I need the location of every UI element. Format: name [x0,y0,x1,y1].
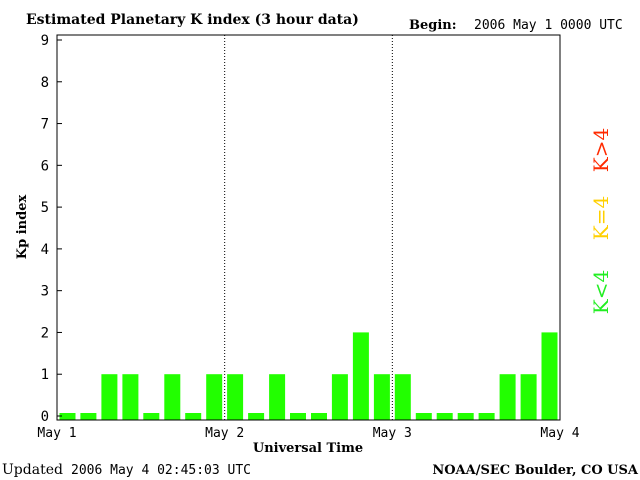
x-tick-label: May 3 [373,426,412,441]
kp-bar [373,374,390,420]
kp-bar [248,413,265,420]
x-ticks-group: May 1 May 2 May 3 May 4 [37,426,579,441]
y-tick-label: 8 [41,75,49,91]
y-ticks-group: 0 1 2 3 4 5 6 7 8 9 [41,33,62,425]
bars-group [59,332,558,420]
legend-k-above-4: K>4 [589,128,613,172]
updated-value: 2006 May 4 02:45:03 UTC [71,463,251,478]
kp-bar [101,374,118,420]
x-axis-label: Universal Time [253,441,363,456]
x-tick-label: May 2 [205,426,244,441]
y-tick-label: 3 [41,284,49,300]
kp-bar [311,413,327,420]
y-tick-label: 5 [41,200,49,216]
kp-bar [478,413,495,420]
kp-bar [227,374,244,420]
kp-bar [164,374,181,420]
kp-bar [80,413,97,420]
kp-bar [436,413,453,420]
kp-bar [457,413,474,420]
kp-bar [499,374,516,420]
kp-bar [290,413,306,420]
kp-bar [331,374,348,420]
kp-bar [415,413,432,420]
y-tick-label: 1 [41,367,49,383]
begin-label: Begin: [409,18,457,33]
y-tick-label: 9 [41,33,49,49]
kp-bar [541,332,558,420]
kp-bar [269,374,286,420]
kp-bar [59,413,76,420]
kp-bar [520,374,537,420]
kp-bar [394,374,411,420]
y-tick-label: 0 [41,409,49,425]
y-axis-label: Kp index [15,195,30,260]
source-credit: NOAA/SEC Boulder, CO USA [432,463,639,478]
updated-label: Updated [2,462,63,478]
x-tick-label: May 1 [37,426,76,441]
kp-bar [185,413,202,420]
y-tick-label: 7 [41,117,49,133]
x-tick-label: May 4 [540,426,579,441]
y-tick-label: 4 [41,242,49,258]
kp-bar [352,332,369,420]
kp-bar [206,374,223,420]
plot-frame [56,34,561,421]
kp-bar [122,374,139,420]
chart-title: Estimated Planetary K index (3 hour data… [26,12,359,28]
day-dividers [224,35,393,420]
legend-k-below-4: K<4 [589,270,613,314]
begin-value: 2006 May 1 0000 UTC [474,18,623,33]
y-tick-label: 2 [41,325,49,341]
legend-k-equal-4: K=4 [589,196,613,240]
y-tick-label: 6 [41,158,49,174]
kp-bar [143,413,160,420]
